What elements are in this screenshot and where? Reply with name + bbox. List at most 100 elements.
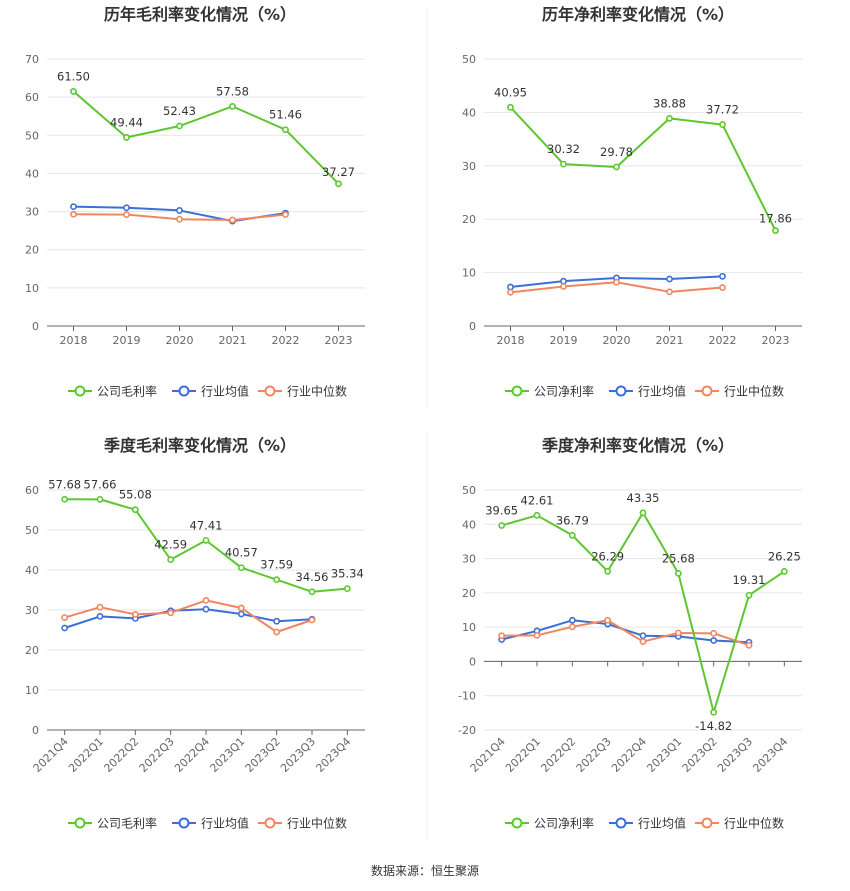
data-point-industry_avg xyxy=(61,624,69,632)
legend-item-industry_avg[interactable]: 行业均值 xyxy=(609,816,686,831)
legend-item-company[interactable]: 公司净利率 xyxy=(505,816,594,831)
legend-item-industry_median[interactable]: 行业中位数 xyxy=(695,384,784,399)
data-point-industry_median xyxy=(176,215,183,223)
legend-item-company[interactable]: 公司毛利率 xyxy=(68,816,157,831)
y-tick-label: 60 xyxy=(25,91,39,104)
data-label: 17.86 xyxy=(759,212,792,226)
chart-title: 季度净利率变化情况（%） xyxy=(541,436,734,455)
x-tick-label: 2022Q4 xyxy=(172,735,212,775)
data-point-industry_avg xyxy=(96,613,104,620)
data-point-industry_median xyxy=(639,638,647,645)
legend-item-industry_median[interactable]: 行业中位数 xyxy=(258,384,347,399)
chart-title: 历年净利率变化情况（%） xyxy=(542,5,734,24)
data-point-company xyxy=(639,509,647,517)
data-point-company xyxy=(229,102,236,110)
x-tick-label: 2022 xyxy=(709,334,737,347)
data-point-company xyxy=(674,569,682,577)
data-label: 25.68 xyxy=(662,551,695,565)
data-label: 42.59 xyxy=(154,538,187,552)
data-point-industry_avg xyxy=(70,203,77,211)
x-tick-label: 2022Q3 xyxy=(574,735,614,775)
x-tick-label: 2020 xyxy=(166,334,194,347)
data-point-company xyxy=(772,227,779,235)
x-tick-label: 2022Q2 xyxy=(101,735,141,775)
data-point-company xyxy=(533,511,541,519)
data-point-company xyxy=(237,564,245,572)
legend-marker-icon xyxy=(264,817,276,829)
x-tick-label: 2022Q1 xyxy=(503,735,543,775)
legend-item-industry_avg[interactable]: 行业均值 xyxy=(172,816,249,831)
data-point-industry_avg xyxy=(237,610,245,618)
data-point-industry_avg xyxy=(123,204,130,212)
y-tick-label: 0 xyxy=(32,724,39,737)
legend-item-company[interactable]: 公司净利率 xyxy=(505,384,594,399)
y-tick-label: 20 xyxy=(25,244,39,257)
series-line-industry_median xyxy=(501,619,750,647)
x-tick-label: 2023Q1 xyxy=(644,735,684,775)
legend-marker-icon xyxy=(511,817,523,829)
y-tick-label: 10 xyxy=(25,684,39,697)
chart-title: 历年毛利率变化情况（%） xyxy=(104,5,296,24)
data-point-industry_median xyxy=(674,629,682,637)
legend-label: 公司净利率 xyxy=(534,384,594,399)
data-point-industry_median xyxy=(96,603,104,611)
data-source-note: 数据来源：恒生聚源 xyxy=(371,863,479,878)
data-point-company xyxy=(613,163,620,171)
chart-panel-1: 历年净利率变化情况（%） 0 10 20 30 40 50 2018 2019 2020 2021 2… xyxy=(462,5,802,399)
legend-item-industry_avg[interactable]: 行业均值 xyxy=(609,384,686,399)
data-point-company xyxy=(604,567,612,575)
data-point-company xyxy=(308,588,316,596)
data-point-industry_avg xyxy=(666,275,673,283)
data-point-company xyxy=(568,531,576,539)
data-label: 57.68 xyxy=(48,477,81,491)
chart-panel-3: 季度净利率变化情况（%）-20-10010203040502021Q42022Q… xyxy=(458,436,802,831)
y-tick-label: 70 xyxy=(25,53,39,66)
y-tick-label: 50 xyxy=(462,484,476,497)
legend-marker-icon xyxy=(511,385,523,397)
data-label: 57.66 xyxy=(84,477,117,491)
x-tick-label: 2023Q4 xyxy=(750,735,790,775)
legend-marker-icon xyxy=(701,817,713,829)
y-tick-label: 50 xyxy=(462,53,476,66)
data-point-industry_avg xyxy=(568,616,576,624)
x-tick-label: 2022Q4 xyxy=(609,735,649,775)
x-tick-label: 2022Q3 xyxy=(137,735,177,775)
y-tick-label: 0 xyxy=(469,655,476,668)
y-tick-label: 40 xyxy=(462,106,476,119)
data-point-industry_median xyxy=(666,288,673,296)
legend-item-industry_avg[interactable]: 行业均值 xyxy=(172,384,249,399)
legend-label: 行业均值 xyxy=(638,384,686,399)
x-tick-label: 2021 xyxy=(656,334,684,347)
series-line-company xyxy=(509,106,777,232)
legend-item-company[interactable]: 公司毛利率 xyxy=(68,384,157,399)
y-tick-label: 0 xyxy=(469,320,476,333)
legend-label: 行业中位数 xyxy=(724,816,784,831)
x-tick-label: 2021Q4 xyxy=(468,735,508,775)
y-tick-label: 40 xyxy=(25,564,39,577)
data-label: 36.79 xyxy=(556,513,589,527)
data-label: 52.43 xyxy=(163,104,196,118)
data-label: 42.61 xyxy=(521,493,554,507)
legend-label: 行业均值 xyxy=(201,816,249,831)
x-tick-label: 2023Q3 xyxy=(278,735,318,775)
legend-label: 公司毛利率 xyxy=(97,384,157,399)
data-point-company xyxy=(123,134,130,141)
data-point-industry_median xyxy=(533,631,541,639)
x-tick-label: 2023Q3 xyxy=(715,735,755,775)
y-tick-label: 20 xyxy=(462,213,476,226)
data-point-company xyxy=(498,522,506,529)
data-point-company xyxy=(70,88,77,95)
data-point-industry_avg xyxy=(176,207,183,214)
data-point-industry_median xyxy=(613,278,620,286)
legend-marker-icon xyxy=(615,817,627,829)
data-label: 47.41 xyxy=(190,518,223,532)
y-tick-label: 40 xyxy=(25,167,39,180)
legend-label: 行业均值 xyxy=(201,384,249,399)
legend-item-industry_median[interactable]: 行业中位数 xyxy=(695,816,784,831)
data-point-industry_median xyxy=(61,614,69,621)
data-label: 37.72 xyxy=(706,103,739,117)
x-tick-label: 2020 xyxy=(603,334,631,347)
legend-item-industry_median[interactable]: 行业中位数 xyxy=(258,816,347,831)
